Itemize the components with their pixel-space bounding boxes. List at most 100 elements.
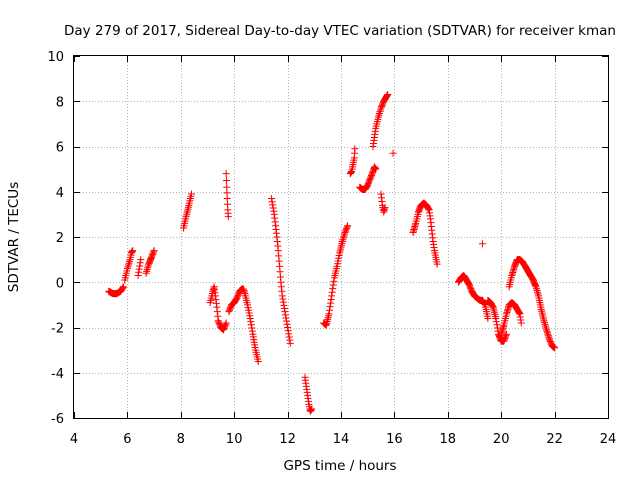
- x-axis-label: GPS time / hours: [283, 458, 396, 474]
- data-point: [433, 260, 441, 268]
- x-tick-label: 18: [440, 432, 457, 447]
- grid-lines: [74, 56, 608, 418]
- data-point: [325, 310, 333, 318]
- data-point: [376, 108, 384, 116]
- data-point: [286, 336, 294, 344]
- data-point: [246, 314, 254, 322]
- data-point: [279, 295, 287, 303]
- data-point: [269, 204, 277, 212]
- data-point: [375, 111, 383, 119]
- data-point: [278, 292, 286, 300]
- data-point: [344, 222, 352, 230]
- y-tick-label: 2: [56, 231, 64, 246]
- y-tick-label: 8: [56, 95, 64, 110]
- data-point: [136, 262, 144, 270]
- data-point: [135, 265, 143, 273]
- data-point: [479, 240, 487, 248]
- data-point: [137, 256, 145, 264]
- data-point: [248, 327, 256, 335]
- data-point: [254, 357, 262, 365]
- data-point: [136, 259, 144, 267]
- data-point: [534, 290, 542, 298]
- x-tick-label: 10: [226, 432, 243, 447]
- x-tick-label: 14: [333, 432, 350, 447]
- data-point: [481, 300, 489, 308]
- data-point: [515, 308, 523, 316]
- y-tick-label: -2: [51, 322, 64, 337]
- data-point: [369, 169, 377, 177]
- data-point: [308, 405, 316, 413]
- data-point: [124, 263, 132, 271]
- data-point: [484, 314, 492, 322]
- data-point: [118, 285, 126, 293]
- data-point: [327, 295, 335, 303]
- data-point: [280, 301, 288, 309]
- data-point: [284, 324, 292, 331]
- data-point: [540, 317, 548, 325]
- data-point: [282, 314, 290, 322]
- chart-title: Day 279 of 2017, Sidereal Day-to-day VTE…: [64, 23, 616, 39]
- data-point: [343, 223, 351, 231]
- data-point: [372, 165, 380, 173]
- y-tick-label: 0: [56, 276, 64, 291]
- data-point: [381, 204, 389, 212]
- data-point: [375, 109, 383, 117]
- data-point: [330, 277, 338, 285]
- x-tick-label: 4: [70, 432, 78, 447]
- data-point: [286, 339, 294, 347]
- data-point: [492, 314, 500, 322]
- data-point: [247, 321, 255, 329]
- data-point: [492, 318, 500, 326]
- x-tick-label: 12: [279, 432, 296, 447]
- data-point: [326, 306, 334, 314]
- data-point: [551, 344, 559, 352]
- data-point: [329, 285, 337, 293]
- data-point: [327, 299, 335, 307]
- y-axis-ticks: -6 -4 -2 0 2 4 6 8 10: [47, 50, 608, 427]
- y-tick-label: 4: [56, 186, 64, 201]
- data-point: [340, 230, 348, 238]
- data-point: [515, 309, 523, 317]
- data-point: [339, 236, 347, 244]
- data-points: [105, 90, 559, 415]
- data-point: [384, 90, 392, 98]
- data-point: [268, 195, 276, 203]
- x-tick-label: 16: [386, 432, 403, 447]
- data-point: [338, 238, 346, 246]
- data-point: [144, 264, 152, 272]
- data-point: [363, 183, 371, 191]
- x-tick-label: 20: [493, 432, 510, 447]
- y-tick-label: 6: [56, 141, 64, 156]
- data-point: [540, 319, 548, 327]
- data-point: [119, 283, 127, 291]
- data-point: [268, 198, 276, 206]
- data-point: [281, 308, 289, 316]
- data-point: [533, 286, 541, 294]
- data-point: [119, 284, 127, 292]
- data-point: [125, 259, 133, 267]
- data-point: [542, 324, 550, 332]
- x-axis-ticks: 4 6 8 10 12 14 16 18 20 22 24: [70, 56, 616, 447]
- x-tick-label: 22: [546, 432, 563, 447]
- data-point: [222, 170, 230, 178]
- data-point: [541, 320, 549, 328]
- data-point: [517, 319, 525, 327]
- data-point: [247, 318, 255, 326]
- x-tick-label: 24: [600, 432, 617, 447]
- data-point: [232, 296, 240, 304]
- data-point: [542, 322, 550, 330]
- data-point: [135, 268, 143, 276]
- data-point: [144, 262, 152, 270]
- data-point: [283, 320, 291, 328]
- data-point: [285, 333, 293, 341]
- y-axis-label: SDTVAR / TECUs: [6, 182, 22, 292]
- data-point: [328, 292, 336, 300]
- data-point: [532, 283, 540, 291]
- data-point: [374, 113, 382, 121]
- data-point: [480, 299, 488, 307]
- data-point: [326, 303, 334, 311]
- data-point: [126, 257, 134, 265]
- x-tick-label: 8: [177, 432, 185, 447]
- data-point: [269, 201, 277, 209]
- data-point: [285, 330, 293, 338]
